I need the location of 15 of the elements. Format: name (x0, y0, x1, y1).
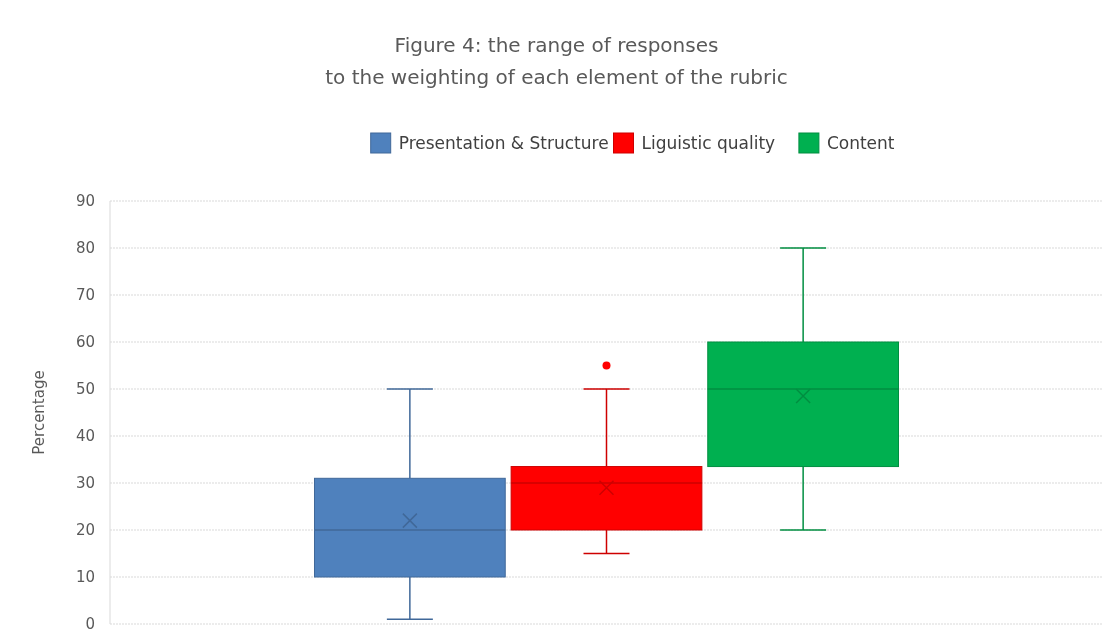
y-tick-label: 10 (75, 568, 95, 587)
y-tick-label: 70 (75, 286, 95, 305)
y-tick-label: 0 (85, 615, 95, 634)
legend-label: Content (826, 132, 895, 153)
legend-label: Presentation & Structure (398, 132, 609, 153)
chart-title: Figure 4: the range of responses to the weighting of each element of the rubric (325, 33, 788, 89)
y-tick-label: 20 (75, 521, 95, 540)
legend-label: Liguistic quality (641, 132, 776, 153)
y-tick-label: 50 (75, 380, 95, 399)
y-tick-label: 90 (75, 192, 95, 211)
y-tick-label: 80 (75, 239, 95, 258)
y-tick-label: 30 (75, 474, 95, 493)
y-tick-label: 40 (75, 427, 95, 446)
y-tick-label: 60 (75, 333, 95, 352)
y-axis-title: Percentage (30, 370, 48, 455)
